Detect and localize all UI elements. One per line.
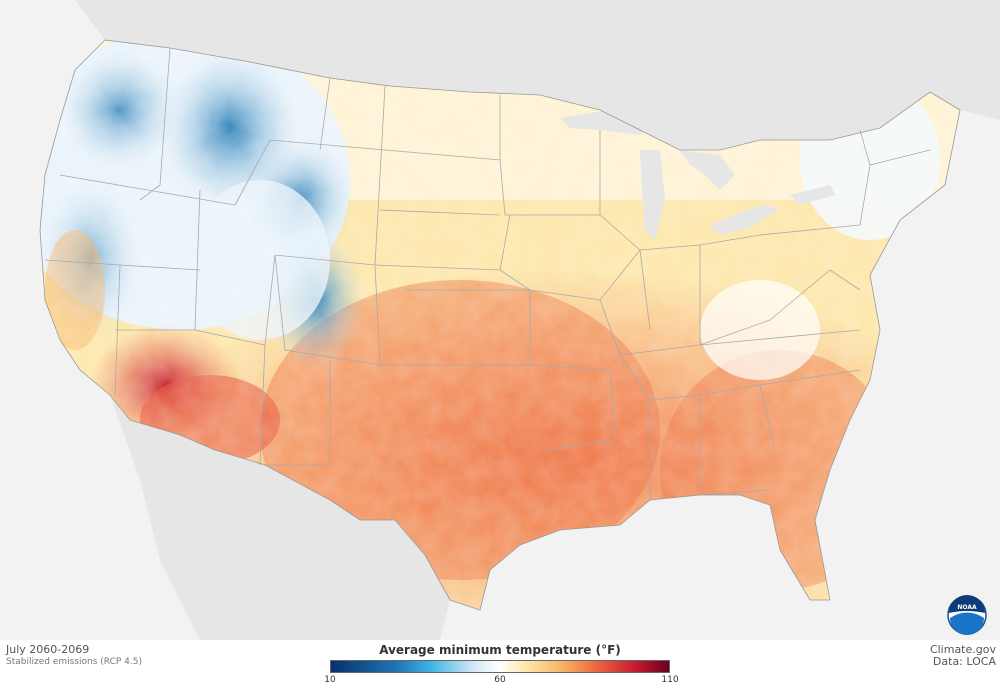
legend-title: Average minimum temperature (°F) [379, 643, 621, 657]
mexico-land [110, 395, 450, 640]
footer: July 2060-2069 Stabilized emissions (RCP… [0, 640, 1000, 690]
noaa-logo-text: NOAA [957, 604, 977, 611]
legend-min-label: 10 [324, 675, 336, 685]
legend-max-label: 110 [661, 675, 679, 685]
credit-data: Data: LOCA [932, 655, 996, 668]
canada-land [60, 0, 1000, 150]
state-borders [44, 47, 931, 500]
us-map: NOAA [39, 0, 1000, 640]
emissions-scenario: Stabilized emissions (RCP 4.5) [6, 657, 142, 667]
time-period: July 2060-2069 [6, 643, 90, 656]
great-lakes [560, 110, 835, 240]
noaa-logo: NOAA [947, 595, 987, 635]
map-area: NOAA [0, 0, 1000, 640]
us-outline [39, 39, 961, 611]
credit-source: Climate.gov [929, 643, 996, 656]
legend-color-bar [330, 660, 670, 673]
legend-mid-label: 60 [494, 675, 506, 685]
